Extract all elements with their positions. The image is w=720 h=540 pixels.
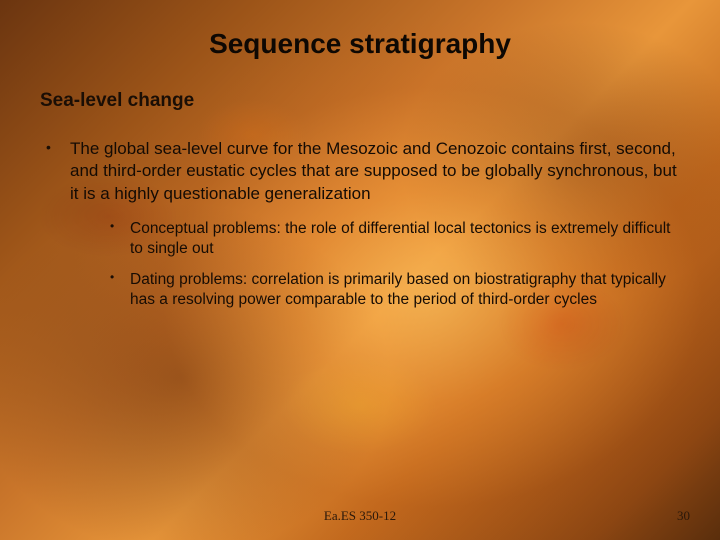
- bullet-sub-2: Dating problems: correlation is primaril…: [106, 270, 684, 310]
- bullet-list-level1: The global sea-level curve for the Mesoz…: [40, 138, 684, 310]
- slide-container: Sequence stratigraphy Sea-level change T…: [0, 0, 720, 540]
- bullet-sub-1: Conceptual problems: the role of differe…: [106, 219, 684, 259]
- bullet-main: The global sea-level curve for the Mesoz…: [40, 138, 684, 310]
- slide-subtitle: Sea-level change: [40, 90, 684, 112]
- page-number: 30: [677, 508, 690, 524]
- course-code: Ea.ES 350-12: [324, 508, 396, 524]
- bullet-list-level2: Conceptual problems: the role of differe…: [106, 219, 684, 310]
- slide-title: Sequence stratigraphy: [36, 28, 684, 60]
- slide-footer: Ea.ES 350-12: [0, 508, 720, 524]
- bullet-main-text: The global sea-level curve for the Mesoz…: [70, 139, 677, 203]
